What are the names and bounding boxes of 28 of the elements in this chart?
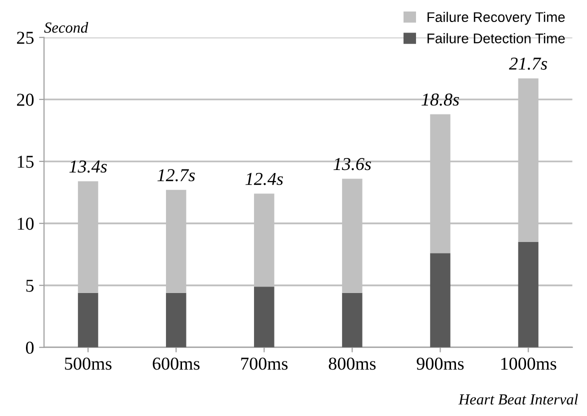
total-label: 12.4s — [245, 172, 283, 186]
bar — [518, 242, 538, 348]
y-tick-label: 5 — [26, 280, 34, 292]
bar — [342, 292, 362, 348]
x-tick-label: 800ms — [328, 358, 376, 370]
total-label: 13.4s — [69, 160, 107, 173]
y-tick-label: 10 — [18, 218, 34, 230]
bar — [430, 253, 450, 348]
x-tick-label: 1000ms — [501, 358, 556, 370]
x-tick-label: 700ms — [241, 358, 288, 370]
x-tick-label: 900ms — [416, 358, 464, 370]
legend-label: Failure Detection Time — [428, 33, 565, 44]
y-axis-title: Second — [44, 22, 88, 33]
total-label: 18.8s — [422, 93, 460, 106]
x-tick-label: 500ms — [65, 358, 112, 370]
y-tick-label: 25 — [17, 32, 34, 44]
total-label: 21.7s — [508, 58, 548, 70]
total-label: 12.7s — [157, 169, 195, 182]
legend-label: Failure Recovery Time — [428, 12, 565, 25]
y-tick-label: 20 — [17, 94, 34, 106]
y-tick-label: 0 — [26, 342, 34, 354]
x-axis-title: Heart Beat Interval — [458, 394, 578, 405]
bar — [254, 286, 274, 348]
total-label: 13.6s — [334, 158, 371, 170]
bar — [166, 292, 186, 348]
x-tick-label: 600ms — [152, 358, 200, 370]
bar — [78, 292, 98, 348]
y-tick-label: 15 — [18, 156, 34, 168]
